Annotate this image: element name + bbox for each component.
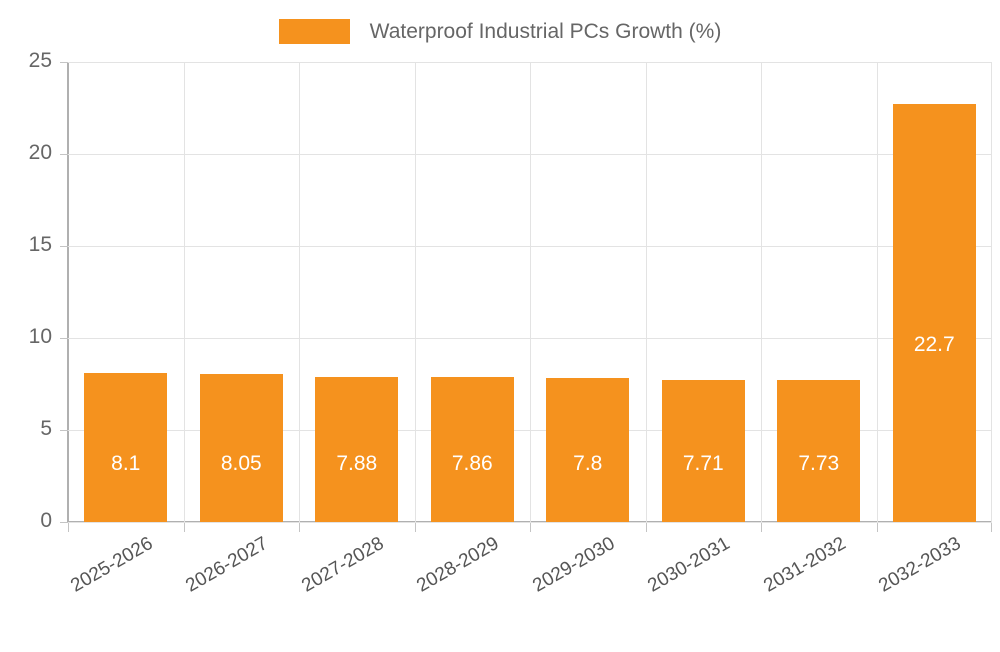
gridline-vertical [761, 62, 762, 522]
bar-value-label: 7.8 [573, 452, 603, 475]
legend-label: Waterproof Industrial PCs Growth (%) [369, 19, 722, 43]
bar[interactable]: 7.71 [661, 380, 745, 522]
bar[interactable]: 8.05 [199, 373, 283, 522]
chart-legend: Waterproof Industrial PCs Growth (%) [0, 14, 1000, 48]
bar-value-label: 8.1 [111, 452, 141, 475]
bar-value-label: 22.7 [913, 333, 955, 357]
x-axis-tick-mark [877, 523, 878, 532]
x-axis-tick-mark [299, 523, 300, 532]
bar[interactable]: 7.73 [777, 379, 861, 522]
x-axis-tick-label: 2025-2026 [67, 533, 157, 597]
y-axis-tick-label: 5 [40, 417, 52, 440]
y-axis-tick-label: 15 [28, 233, 52, 256]
bar-value-label: 7.71 [682, 452, 724, 475]
gridline-vertical [991, 62, 992, 522]
gridline-vertical [877, 62, 878, 522]
bar[interactable]: 7.8 [546, 378, 630, 522]
gridline-vertical [184, 62, 185, 522]
gridline-vertical [299, 62, 300, 522]
gridline-vertical [530, 62, 531, 522]
bar-value-label: 7.86 [451, 452, 493, 475]
y-axis-tick-mark [60, 338, 68, 339]
bar[interactable]: 8.1 [84, 372, 168, 522]
x-axis-tick-mark [530, 523, 531, 532]
y-axis-tick-mark [60, 62, 68, 63]
y-axis-line [67, 62, 69, 523]
bar[interactable]: 22.7 [892, 104, 976, 522]
y-axis-tick-label: 25 [28, 49, 52, 72]
y-axis-tick-mark [60, 522, 68, 523]
y-axis-tick-mark [60, 430, 68, 431]
x-axis-tick-mark [415, 523, 416, 532]
y-axis-tick-mark [60, 246, 68, 247]
x-axis-tick-mark [184, 523, 185, 532]
bar[interactable]: 7.88 [315, 377, 399, 522]
legend-swatch-icon [278, 18, 350, 44]
y-axis-tick-label: 20 [28, 141, 52, 164]
bar-value-label: 7.88 [336, 452, 378, 475]
bar[interactable]: 7.86 [430, 377, 514, 522]
gridline-horizontal [68, 522, 992, 523]
x-axis-tick-mark [68, 523, 69, 532]
legend-item-0[interactable]: Waterproof Industrial PCs Growth (%) [278, 18, 722, 44]
bar-chart: Waterproof Industrial PCs Growth (%) 8.1… [0, 14, 1000, 597]
y-axis-tick-label: 10 [28, 325, 52, 348]
y-axis-tick-mark [60, 154, 68, 155]
x-axis-tick-mark [991, 523, 992, 532]
y-axis-tick-label: 0 [40, 509, 52, 532]
plot-area: 8.1 8.05 7.88 7.86 7.8 7.71 7.73 22.7 [68, 62, 992, 523]
bar-value-label: 7.73 [798, 452, 840, 475]
x-axis-tick-mark [646, 523, 647, 532]
gridline-vertical [646, 62, 647, 522]
gridline-vertical [415, 62, 416, 522]
x-axis-tick-mark [761, 523, 762, 532]
bar-value-label: 8.05 [220, 452, 262, 475]
